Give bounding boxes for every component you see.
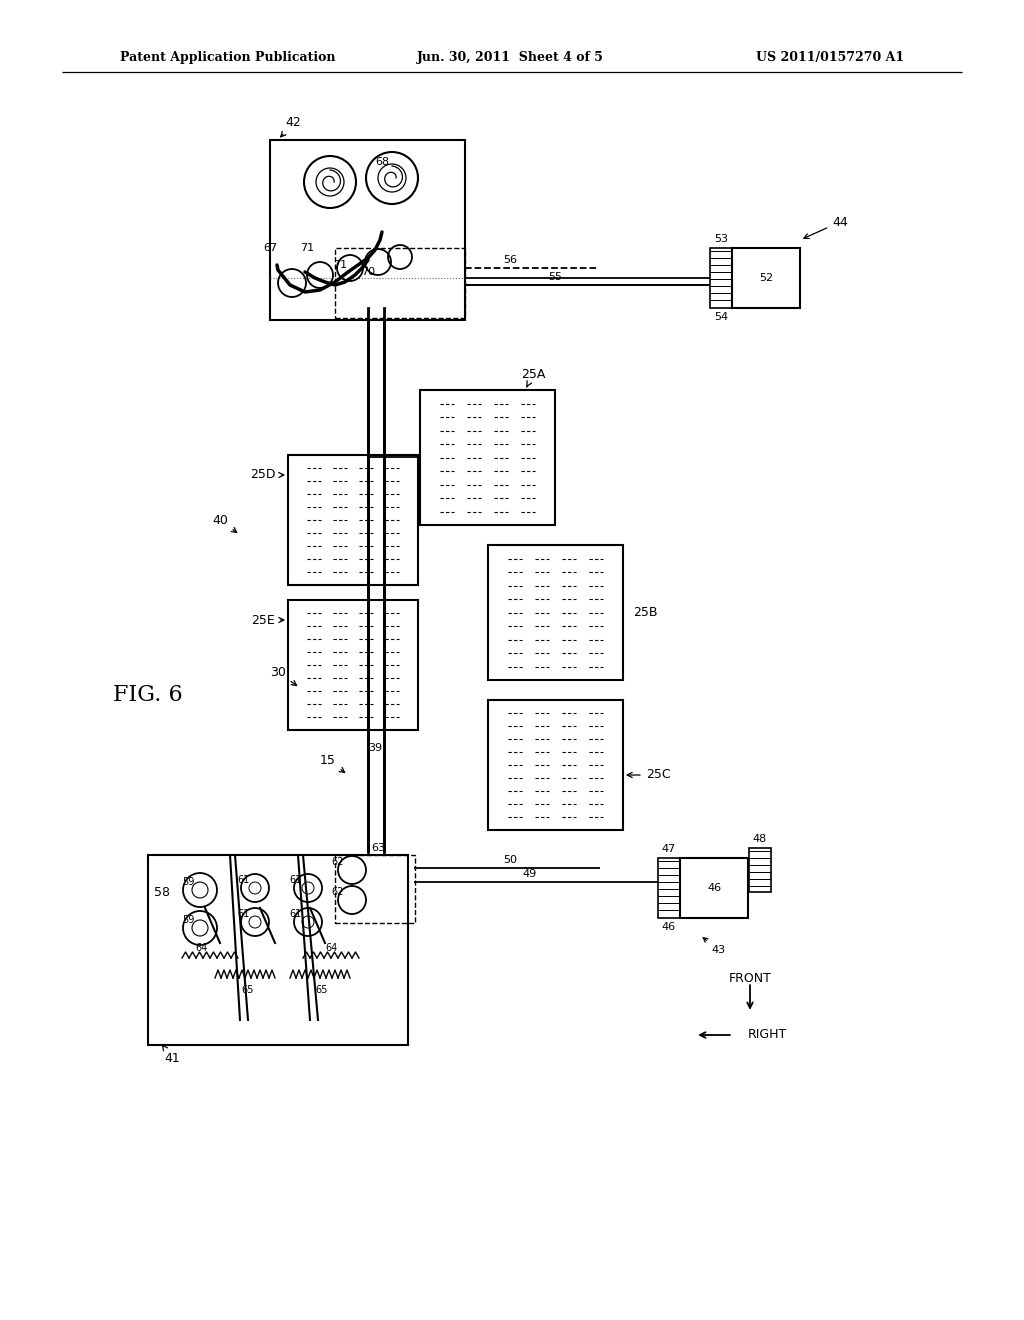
Text: 39: 39 xyxy=(368,743,382,752)
Text: 58: 58 xyxy=(154,887,170,899)
Text: RIGHT: RIGHT xyxy=(748,1028,787,1041)
Bar xyxy=(658,858,680,917)
Text: 56: 56 xyxy=(503,255,517,265)
Bar xyxy=(488,700,623,830)
Text: 25D: 25D xyxy=(250,469,284,482)
Text: 61: 61 xyxy=(237,875,249,884)
Text: 65: 65 xyxy=(242,985,254,995)
Text: 68: 68 xyxy=(375,157,389,168)
Text: 46: 46 xyxy=(662,921,676,932)
Text: 61: 61 xyxy=(237,909,249,919)
Text: 47: 47 xyxy=(662,843,676,854)
Text: 25A: 25A xyxy=(521,368,545,387)
Text: 59: 59 xyxy=(182,915,195,925)
Text: 46: 46 xyxy=(707,883,721,894)
Text: 61: 61 xyxy=(290,875,302,884)
Text: 48: 48 xyxy=(753,834,767,843)
Text: 64: 64 xyxy=(196,942,208,953)
Text: 44: 44 xyxy=(804,215,848,239)
Bar xyxy=(288,455,418,585)
Text: 30: 30 xyxy=(270,665,297,685)
Text: 50: 50 xyxy=(503,855,517,865)
Text: 62: 62 xyxy=(332,887,344,898)
Text: 59: 59 xyxy=(182,876,195,887)
Bar xyxy=(680,858,748,917)
Text: 41: 41 xyxy=(163,1045,180,1064)
Text: 65: 65 xyxy=(315,985,328,995)
Text: 42: 42 xyxy=(281,116,301,137)
Text: 25E: 25E xyxy=(251,614,284,627)
Bar xyxy=(710,248,732,308)
Text: 54: 54 xyxy=(714,312,728,322)
Text: 53: 53 xyxy=(714,234,728,244)
Text: 70: 70 xyxy=(360,267,375,277)
Bar xyxy=(488,545,623,680)
Text: 40: 40 xyxy=(212,513,237,532)
Text: 61: 61 xyxy=(290,909,302,919)
Text: 67: 67 xyxy=(263,243,278,253)
Text: 52: 52 xyxy=(759,273,773,282)
Bar xyxy=(335,855,415,923)
Bar xyxy=(148,855,408,1045)
Bar xyxy=(749,847,771,892)
Text: 63: 63 xyxy=(371,843,385,853)
Bar xyxy=(732,248,800,308)
Text: 71: 71 xyxy=(333,260,347,271)
Bar xyxy=(270,140,465,319)
Text: FIG. 6: FIG. 6 xyxy=(114,684,183,706)
Text: FRONT: FRONT xyxy=(728,972,771,985)
Text: 62: 62 xyxy=(332,857,344,867)
Text: 55: 55 xyxy=(548,272,562,282)
Bar xyxy=(288,601,418,730)
Text: Patent Application Publication: Patent Application Publication xyxy=(120,50,336,63)
Text: 15: 15 xyxy=(321,754,345,772)
Text: 49: 49 xyxy=(523,869,538,879)
Text: 71: 71 xyxy=(300,243,314,253)
Text: US 2011/0157270 A1: US 2011/0157270 A1 xyxy=(756,50,904,63)
Text: 43: 43 xyxy=(703,937,725,954)
Bar xyxy=(335,248,465,318)
Text: Jun. 30, 2011  Sheet 4 of 5: Jun. 30, 2011 Sheet 4 of 5 xyxy=(417,50,603,63)
Text: 25C: 25C xyxy=(627,768,671,781)
Text: 64: 64 xyxy=(326,942,338,953)
Bar xyxy=(420,389,555,525)
Text: 25B: 25B xyxy=(633,606,657,619)
